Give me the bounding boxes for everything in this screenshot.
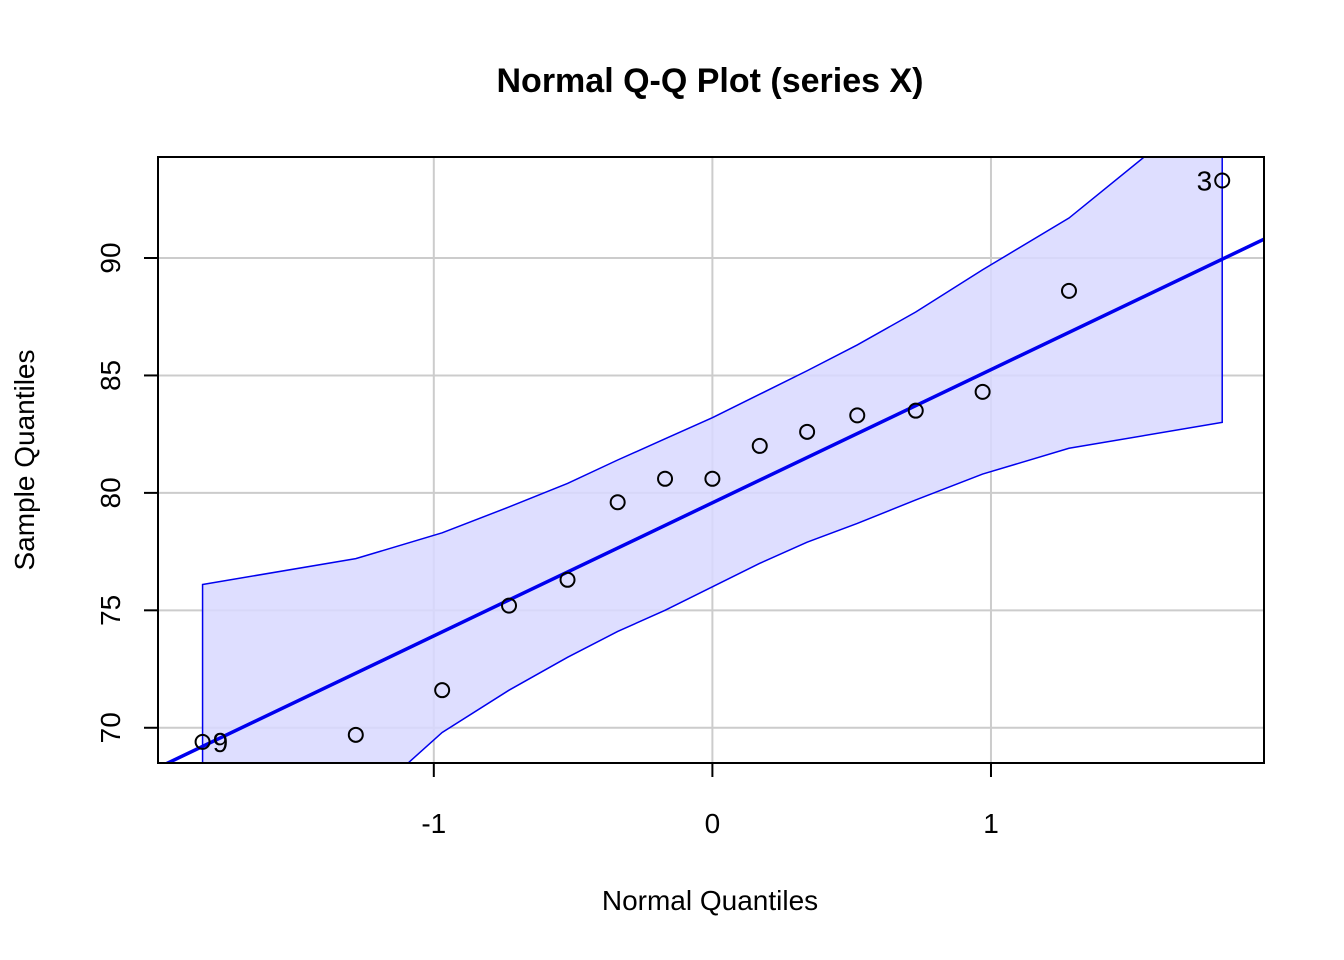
chart-title: Normal Q-Q Plot (series X)	[497, 62, 924, 100]
data-point	[974, 383, 991, 400]
y-tick-label: 90	[95, 242, 126, 273]
data-point	[751, 437, 768, 454]
data-point	[849, 407, 866, 424]
y-tick-label: 85	[95, 360, 126, 391]
data-point	[347, 726, 364, 743]
x-tick-label: -1	[421, 808, 446, 839]
point-labels: 93	[213, 165, 1213, 757]
confidence-envelope	[201, 157, 1223, 763]
plot-region	[163, 157, 1264, 763]
y-tick-label: 80	[95, 477, 126, 508]
data-point	[657, 470, 674, 487]
data-point	[1060, 282, 1077, 299]
data-point	[194, 733, 211, 750]
data-point	[559, 571, 576, 588]
plot-frame	[157, 156, 1265, 764]
axes: -1 0 1 70 75 80 85 90	[95, 242, 999, 839]
y-axis-label: Sample Quantiles	[9, 349, 40, 570]
x-axis-label: Normal Quantiles	[602, 885, 818, 916]
data-point	[704, 470, 721, 487]
y-tick-label: 75	[95, 595, 126, 626]
x-tick-label: 1	[983, 808, 999, 839]
data-point	[907, 402, 924, 419]
reference-line	[163, 237, 1264, 763]
outlier-label: 3	[1197, 165, 1213, 196]
data-point	[799, 423, 816, 440]
data-point	[1214, 172, 1231, 189]
outlier-label: 9	[213, 727, 229, 758]
data-point	[501, 597, 518, 614]
y-tick-label: 70	[95, 712, 126, 743]
data-point	[434, 682, 451, 699]
x-tick-label: 0	[705, 808, 721, 839]
data-point	[609, 494, 626, 511]
